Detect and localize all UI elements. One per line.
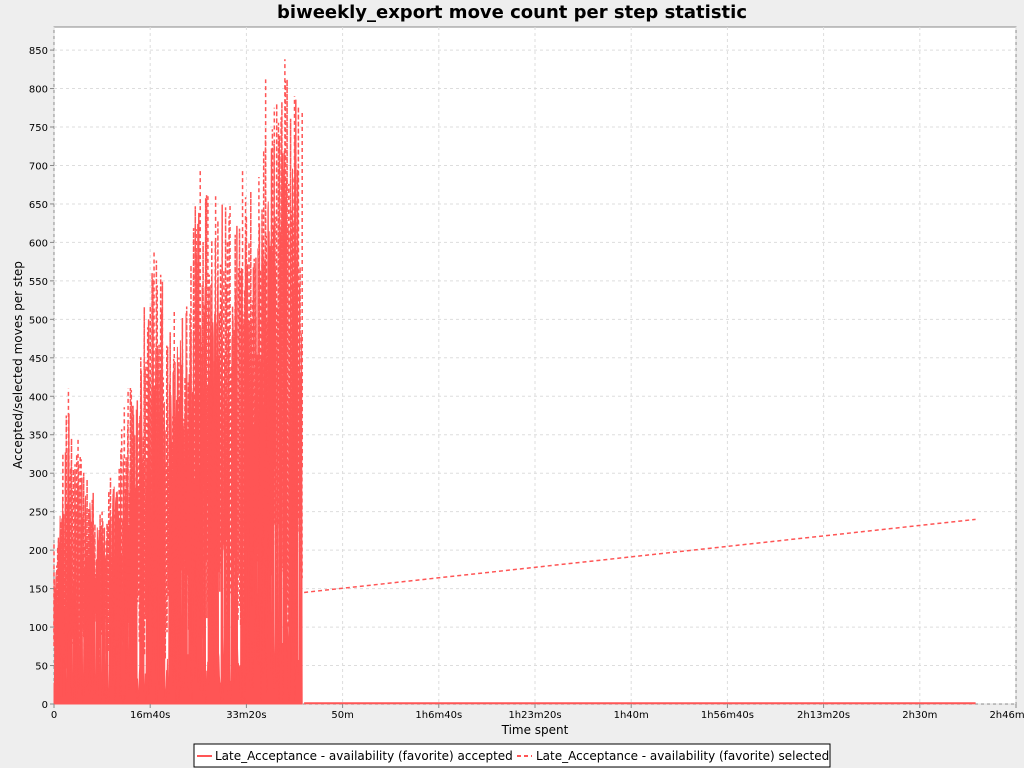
x-tick-label: 50m	[331, 710, 353, 721]
x-tick-label: 1h23m20s	[508, 710, 561, 721]
y-tick-label: 550	[29, 277, 48, 288]
y-tick-label: 450	[29, 354, 48, 365]
y-tick-label: 500	[29, 315, 48, 326]
x-tick-label: 0	[51, 710, 57, 721]
y-tick-label: 50	[35, 662, 48, 673]
y-tick-label: 250	[29, 508, 48, 519]
data-layer	[53, 59, 976, 705]
selected-line-dense	[53, 79, 303, 681]
x-axis-label: Time spent	[501, 723, 569, 737]
y-tick-label: 800	[29, 85, 48, 96]
y-tick-label: 350	[29, 431, 48, 442]
x-tick-label: 2h46m40s	[989, 710, 1024, 721]
x-tick-label: 2h13m20s	[797, 710, 850, 721]
axes: 0 50 100 150 200 250 300 350 400 450 500 550 600 650 7…	[29, 46, 1024, 721]
x-tick-label: 33m20s	[226, 710, 266, 721]
y-tick-label: 400	[29, 392, 48, 403]
chart-title: biweekly_export move count per step stat…	[277, 2, 747, 23]
y-tick-label: 300	[29, 469, 48, 480]
y-axis-label: Accepted/selected moves per step	[11, 261, 25, 469]
legend-label-selected: Late_Acceptance - availability (favorite…	[536, 749, 829, 763]
y-tick-label: 200	[29, 546, 48, 557]
x-tick-label: 1h6m40s	[415, 710, 462, 721]
legend: Late_Acceptance - availability (favorite…	[193, 743, 831, 768]
y-tick-label: 600	[29, 238, 48, 249]
y-tick-label: 150	[29, 585, 48, 596]
y-tick-label: 100	[29, 623, 48, 634]
x-tick-label: 16m40s	[130, 710, 170, 721]
y-tick-label: 750	[29, 123, 48, 134]
x-tick-label: 1h56m40s	[701, 710, 754, 721]
y-tick-label: 0	[42, 700, 48, 711]
selected-line-tail	[304, 518, 976, 594]
legend-box	[193, 743, 831, 768]
y-tick-label: 650	[29, 200, 48, 211]
legend-label-accepted: Late_Acceptance - availability (favorite…	[215, 749, 513, 763]
y-tick-label: 850	[29, 46, 48, 57]
y-tick-label: 700	[29, 161, 48, 172]
x-tick-label: 2h30m	[902, 710, 937, 721]
x-tick-label: 1h40m	[614, 710, 649, 721]
